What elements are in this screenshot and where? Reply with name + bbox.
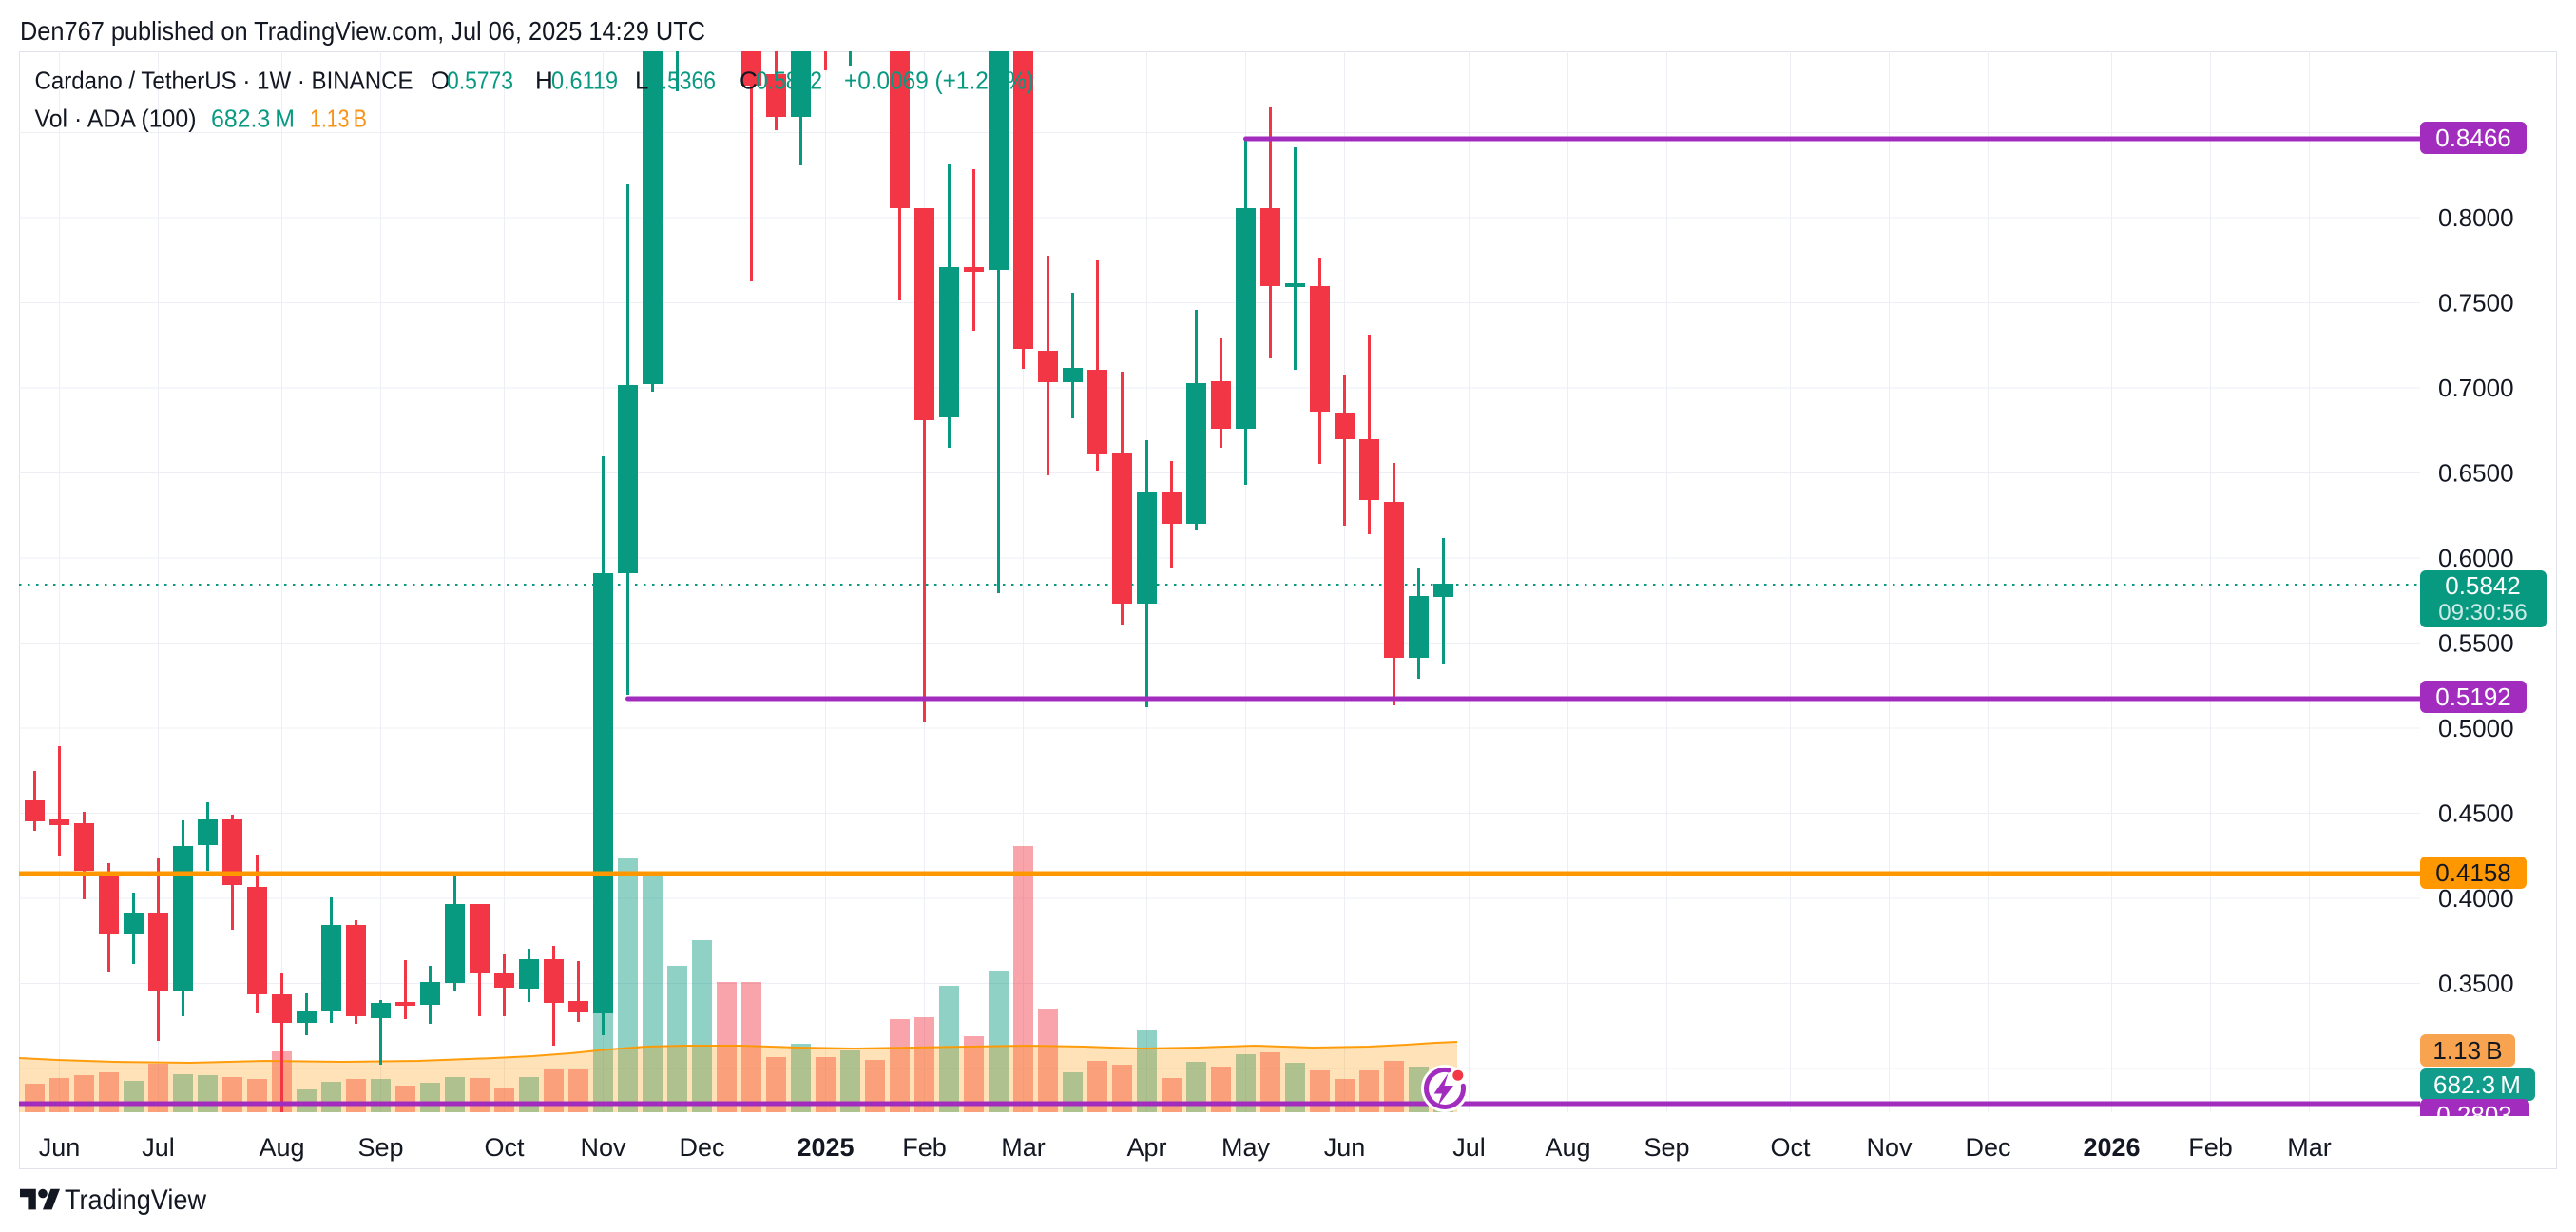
svg-text:0.6500: 0.6500 [2438,459,2514,488]
svg-text:2026: 2026 [2083,1133,2140,1162]
svg-text:1.13 B: 1.13 B [310,105,367,133]
svg-text:L: L [635,67,648,95]
svg-text:Den767 published on TradingVie: Den767 published on TradingView.com, Jul… [20,16,705,46]
svg-text:0.5000: 0.5000 [2438,714,2514,742]
svg-text:Jul: Jul [1452,1133,1486,1162]
svg-text:Feb: Feb [2188,1133,2233,1162]
svg-text:0.5842: 0.5842 [2445,571,2521,600]
svg-text:0.5500: 0.5500 [2438,629,2514,658]
svg-text:Oct: Oct [484,1133,525,1162]
svg-text:0.4158: 0.4158 [2435,858,2511,887]
svg-text:TradingView: TradingView [65,1184,206,1216]
svg-text:682.3 M: 682.3 M [2433,1070,2521,1099]
svg-text:Mar: Mar [2287,1133,2332,1162]
svg-text:Jul: Jul [142,1133,175,1162]
svg-text:0.6000: 0.6000 [2438,544,2514,572]
svg-text:0.5366: 0.5366 [649,67,716,95]
svg-text:Nov: Nov [580,1133,626,1162]
svg-text:0.8466: 0.8466 [2435,124,2511,152]
svg-text:0.8000: 0.8000 [2438,203,2514,232]
svg-text:Jun: Jun [1324,1133,1366,1162]
svg-text:Aug: Aug [1545,1133,1590,1162]
svg-text:09:30:56: 09:30:56 [2438,600,2527,626]
svg-text:+0.0069 (+1.20 %): +0.0069 (+1.20 %) [844,67,1034,95]
svg-text:0.5773: 0.5773 [447,67,513,95]
svg-text:Feb: Feb [902,1133,947,1162]
svg-text:2025: 2025 [797,1133,854,1162]
svg-text:Apr: Apr [1126,1133,1166,1162]
svg-text:Dec: Dec [1965,1133,2010,1162]
svg-text:682.3 M: 682.3 M [211,105,295,133]
svg-text:0.3500: 0.3500 [2438,970,2514,998]
svg-text:0.5192: 0.5192 [2435,683,2511,711]
svg-text:Oct: Oct [1770,1133,1811,1162]
svg-text:Mar: Mar [1001,1133,1046,1162]
svg-text:Sep: Sep [357,1133,403,1162]
svg-text:C: C [740,67,758,95]
svg-text:0.5842: 0.5842 [756,67,822,95]
svg-text:Jun: Jun [39,1133,81,1162]
svg-text:Aug: Aug [259,1133,304,1162]
svg-text:May: May [1221,1133,1271,1162]
svg-text:0.7500: 0.7500 [2438,289,2514,318]
svg-text:0.4500: 0.4500 [2438,799,2514,828]
svg-text:Cardano / TetherUS · 1W · BINA: Cardano / TetherUS · 1W · BINANCE [35,67,413,95]
svg-text:H: H [535,67,553,95]
svg-text:0.6119: 0.6119 [551,67,618,95]
svg-text:Sep: Sep [1644,1133,1689,1162]
svg-text:Dec: Dec [679,1133,724,1162]
svg-text:1.13 B: 1.13 B [2432,1036,2502,1065]
svg-text:0.2803: 0.2803 [2436,1101,2512,1129]
svg-text:Vol · ADA (100): Vol · ADA (100) [35,105,197,133]
svg-text:O: O [431,67,450,95]
svg-text:0.7000: 0.7000 [2438,374,2514,402]
svg-text:Nov: Nov [1866,1133,1913,1162]
